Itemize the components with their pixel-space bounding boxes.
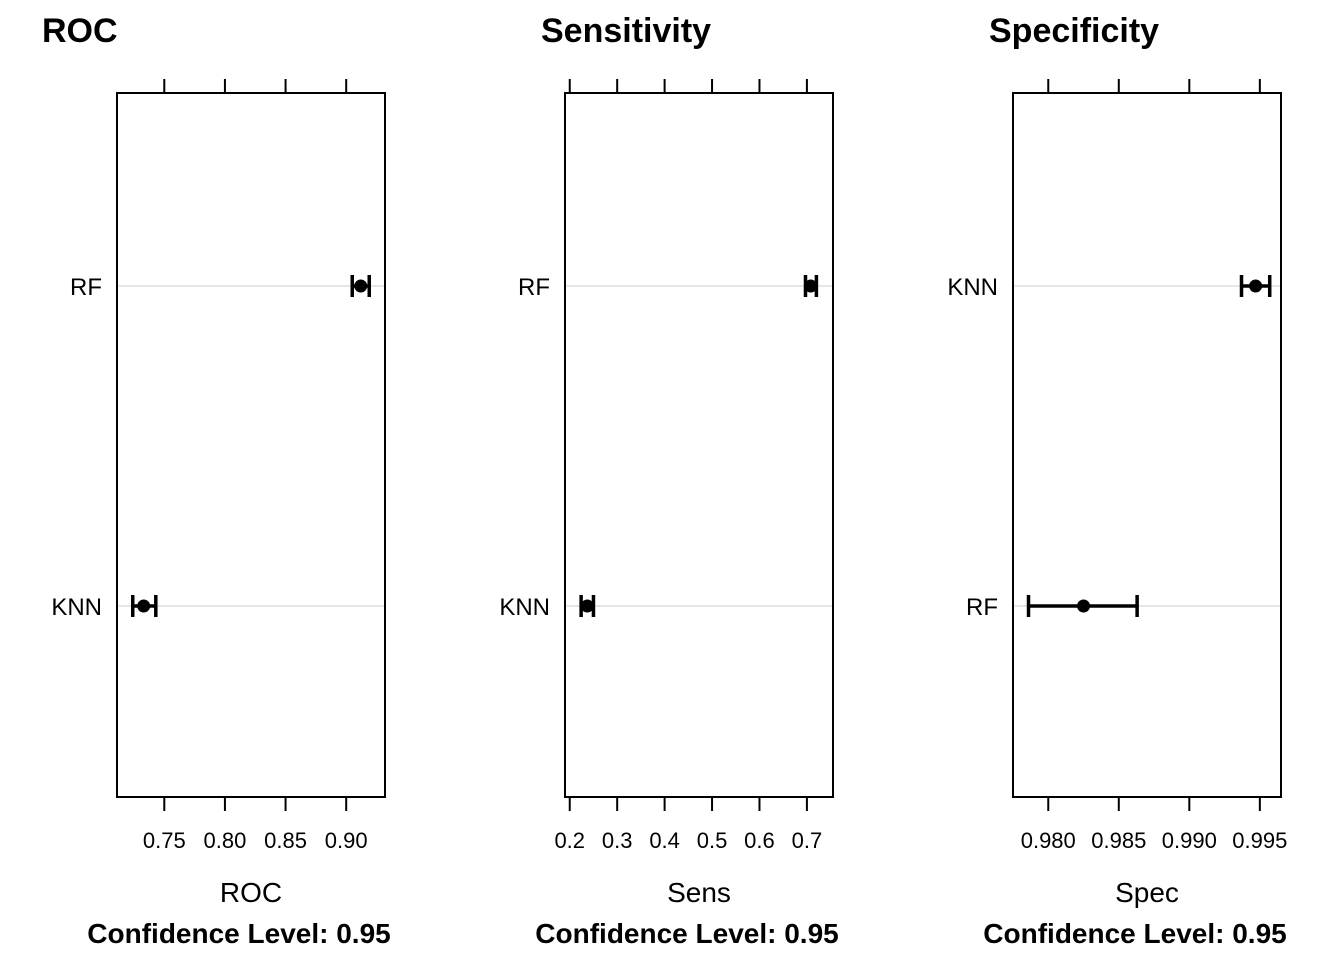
- tick-label: 0.3: [602, 828, 633, 853]
- tick-label: 0.5: [697, 828, 728, 853]
- panel-title: Sensitivity: [541, 12, 711, 50]
- estimate-point: [1077, 599, 1091, 613]
- category-label: KNN: [947, 274, 998, 301]
- estimate-point: [580, 599, 594, 613]
- x-axis-label: Spec: [1115, 877, 1179, 908]
- tick-label: 0.90: [325, 828, 368, 853]
- tick-label: 0.75: [143, 828, 186, 853]
- estimate-point: [354, 279, 368, 293]
- tick-label: 0.80: [204, 828, 247, 853]
- category-label: RF: [70, 274, 102, 301]
- panel-2: Specificity 0.980 0.985 0.990 0.995 KNN RF Spec…: [947, 12, 1287, 949]
- tick-label: 0.995: [1232, 828, 1287, 853]
- tick-label: 0.6: [744, 828, 775, 853]
- category-label: KNN: [51, 594, 102, 621]
- panel-frame: [564, 92, 834, 798]
- panel-title: Specificity: [989, 12, 1159, 50]
- tick-label: 0.985: [1091, 828, 1146, 853]
- x-axis-label: Sens: [667, 877, 731, 908]
- panel-title: ROC: [42, 12, 118, 50]
- estimate-point: [804, 279, 818, 293]
- tick-label: 0.2: [554, 828, 585, 853]
- panel-0: ROC 0.75 0.80 0.85 0.90 RF KNN ROC Confidence Le…: [42, 12, 391, 949]
- panel-frame: [116, 92, 386, 798]
- panel-1: Sensitivity 0.2 0.3 0.4 0.5 0.6 0.7 RF KNN Sens Co…: [499, 12, 838, 949]
- category-label: KNN: [499, 594, 550, 621]
- tick-label: 0.990: [1162, 828, 1217, 853]
- estimate-point: [137, 599, 151, 613]
- category-label: RF: [518, 274, 550, 301]
- panel-frame: [1012, 92, 1282, 798]
- tick-label: 0.4: [649, 828, 680, 853]
- category-label: RF: [966, 594, 998, 621]
- tick-label: 0.7: [792, 828, 823, 853]
- x-axis-label: ROC: [220, 877, 282, 908]
- tick-label: 0.980: [1021, 828, 1076, 853]
- estimate-point: [1249, 279, 1263, 293]
- confidence-level-label: Confidence Level: 0.95: [983, 918, 1286, 949]
- tick-label: 0.85: [264, 828, 307, 853]
- confidence-level-label: Confidence Level: 0.95: [535, 918, 838, 949]
- confidence-level-label: Confidence Level: 0.95: [87, 918, 390, 949]
